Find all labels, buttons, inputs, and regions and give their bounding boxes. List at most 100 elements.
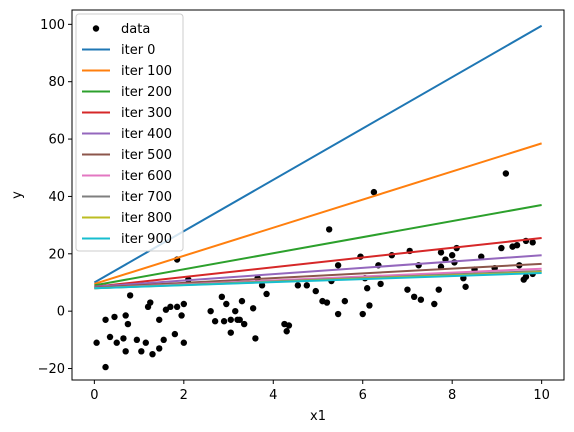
data-point [173, 303, 181, 311]
data-point [122, 312, 129, 319]
data-point [341, 297, 349, 305]
data-point [513, 241, 521, 249]
data-point [334, 310, 342, 318]
legend: data iter 0 iter 100 iter 200 iter 300 iter 4… [75, 13, 184, 252]
data-point [156, 345, 163, 352]
data-point [180, 339, 188, 346]
legend-label: iter 900 [121, 232, 172, 247]
legend-label: iter 200 [121, 85, 172, 100]
data-point [238, 297, 246, 305]
data-point [160, 336, 167, 344]
y-tick-label: 60 [48, 133, 65, 148]
data-point [294, 282, 302, 289]
legend-label: iter 400 [121, 127, 172, 142]
legend-label: iter 600 [121, 169, 172, 184]
x-tick-label: 8 [448, 388, 456, 403]
x-tick-label: 10 [533, 388, 550, 403]
data-point [133, 336, 141, 344]
data-point [93, 339, 100, 346]
series-line-iter-200 [94, 204, 542, 287]
y-tick-label: 0 [57, 305, 65, 320]
data-point [522, 273, 530, 280]
data-point [404, 286, 411, 293]
data-point [120, 335, 127, 342]
x-tick-label: 4 [269, 388, 277, 403]
y-axis: −20 0 20 40 60 80 100 [38, 18, 72, 377]
series-line-iter-900 [94, 272, 542, 290]
data-point [218, 293, 226, 301]
data-point [448, 252, 456, 259]
data-point [431, 300, 438, 308]
data-point [102, 363, 109, 371]
y-axis-label: y [10, 191, 25, 199]
data-point [126, 292, 134, 299]
data-point [312, 287, 319, 295]
data-point [303, 282, 311, 289]
data-point [178, 312, 185, 319]
series-line-iter-100 [94, 142, 542, 285]
data-point [334, 262, 342, 269]
data-point [223, 300, 230, 308]
data-point [111, 313, 118, 321]
y-tick-label: 40 [48, 190, 65, 205]
data-point [113, 339, 120, 346]
legend-label: iter 100 [121, 64, 172, 79]
data-point [258, 282, 266, 289]
data-point [249, 305, 257, 312]
data-point [252, 335, 259, 342]
x-tick-label: 2 [180, 388, 188, 403]
series-line-iter-500 [94, 262, 542, 289]
data-point [227, 316, 234, 323]
data-point [106, 333, 114, 341]
data-point [102, 316, 109, 323]
data-point [359, 310, 366, 318]
data-point [498, 244, 505, 252]
x-tick-label: 0 [90, 388, 98, 403]
data-point [323, 299, 331, 306]
x-axis-label: x1 [310, 409, 326, 424]
data-point [285, 322, 293, 329]
data-point [122, 348, 129, 355]
data-point [417, 296, 425, 303]
data-point [124, 320, 132, 328]
series-line-iter-300 [94, 237, 542, 288]
y-tick-label: 20 [48, 247, 65, 262]
legend-box [75, 13, 184, 252]
data-point [147, 299, 154, 306]
legend-label: iter 800 [121, 211, 172, 226]
data-point [167, 303, 174, 311]
legend-label: iter 500 [121, 148, 172, 163]
data-point [529, 239, 536, 246]
data-point [410, 293, 418, 301]
data-point [325, 226, 333, 233]
data-point [364, 285, 371, 292]
data-point [283, 328, 290, 335]
data-point [377, 280, 384, 288]
data-point [138, 348, 145, 355]
y-tick-label: 80 [48, 75, 65, 90]
data-point [211, 318, 219, 325]
data-point [366, 302, 373, 309]
plot-area [93, 24, 543, 371]
data-point [156, 316, 163, 323]
data-point [263, 290, 270, 298]
legend-label: data [121, 22, 150, 37]
data-point [370, 188, 378, 196]
x-axis: 0 2 4 6 8 10 [90, 380, 550, 403]
data-point [142, 339, 149, 346]
data-point [437, 249, 445, 256]
data-point [478, 253, 485, 260]
data-point [207, 307, 214, 315]
data-point [220, 318, 228, 325]
legend-label: iter 300 [121, 106, 172, 121]
data-point [227, 329, 234, 336]
data-point [502, 170, 510, 177]
y-tick-label: 100 [40, 18, 65, 33]
legend-marker-data [92, 25, 100, 32]
data-point [462, 283, 469, 290]
axes-frame [71, 9, 565, 381]
series-line-iter-400 [94, 254, 542, 288]
data-point [232, 307, 239, 315]
data-point [241, 320, 248, 328]
